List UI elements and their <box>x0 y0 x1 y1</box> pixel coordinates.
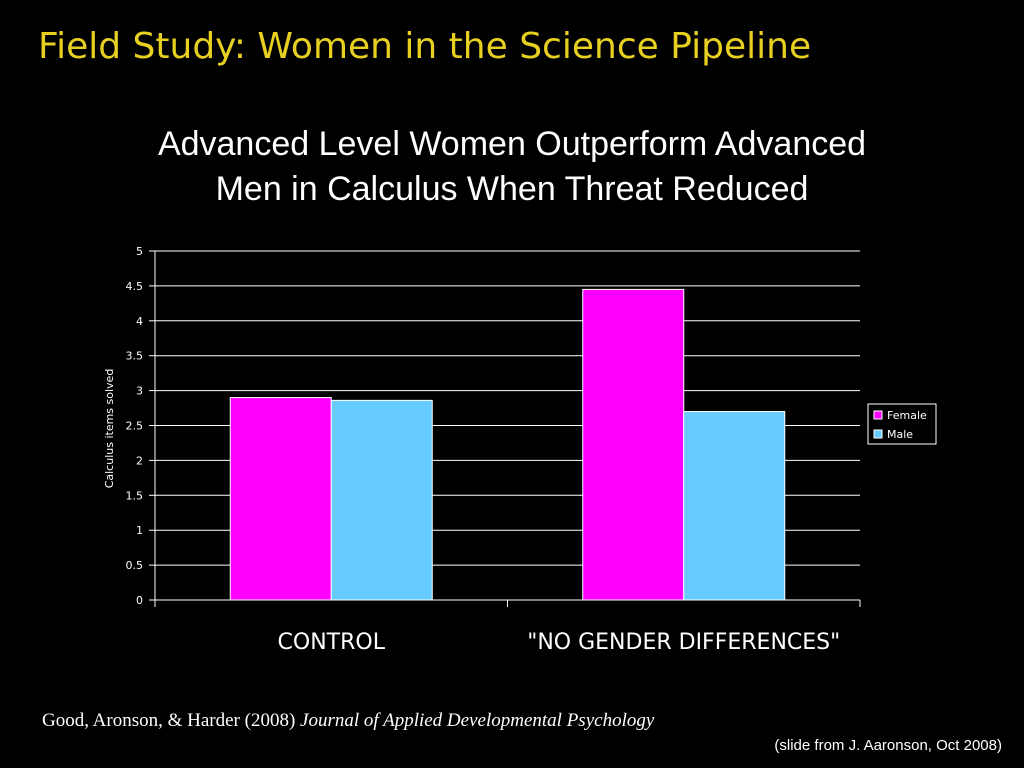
legend-swatch-female <box>873 410 883 420</box>
legend-swatch-male <box>873 429 883 439</box>
bar-male-1 <box>330 399 433 601</box>
citation: Good, Aronson, & Harder (2008) Journal o… <box>42 710 654 732</box>
y-tick-label: 3.5 <box>126 350 144 363</box>
citation-journal: Journal of Applied Developmental Psychol… <box>300 710 655 731</box>
y-axis-label: Calculus items solved <box>103 369 116 489</box>
bar-female-1 <box>229 397 332 601</box>
x-category-label: CONTROL <box>278 630 386 655</box>
legend-label-female: Female <box>887 409 927 422</box>
chart-title: Advanced Level Women Outperform Advanced… <box>0 122 1024 212</box>
y-tick-label: 5 <box>136 245 143 258</box>
y-tick-label: 4 <box>136 315 143 328</box>
legend-label-male: Male <box>887 428 913 441</box>
y-tick-label: 4.5 <box>126 280 144 293</box>
y-tick-label: 1 <box>136 524 143 537</box>
x-category-label: "NO GENDER DIFFERENCES" <box>527 630 840 655</box>
bar-male-2 <box>683 411 786 601</box>
y-tick-label: 3 <box>136 385 143 398</box>
chart-title-line-1: Advanced Level Women Outperform Advanced <box>157 125 867 163</box>
slide-title: Field Study: Women in the Science Pipeli… <box>38 26 812 67</box>
slide-credit: (slide from J. Aaronson, Oct 2008) <box>774 737 1002 754</box>
bar-female-2 <box>582 288 685 601</box>
bar-chart: 0 0.5 1 1.5 2 2.5 3 3.5 4 4.5 5 CONTROL "NO GENDER D… <box>103 245 937 655</box>
y-tick-label: 1.5 <box>126 489 144 502</box>
y-tick-label: 2 <box>136 454 143 467</box>
y-tick-label: 0 <box>136 594 143 607</box>
chart-title-line-2: Men in Calculus When Threat Reduced <box>215 170 809 208</box>
y-tick-label: 2.5 <box>126 420 144 433</box>
y-tick-label: 0.5 <box>126 559 144 572</box>
citation-authors: Good, Aronson, & Harder (2008) <box>42 710 296 731</box>
